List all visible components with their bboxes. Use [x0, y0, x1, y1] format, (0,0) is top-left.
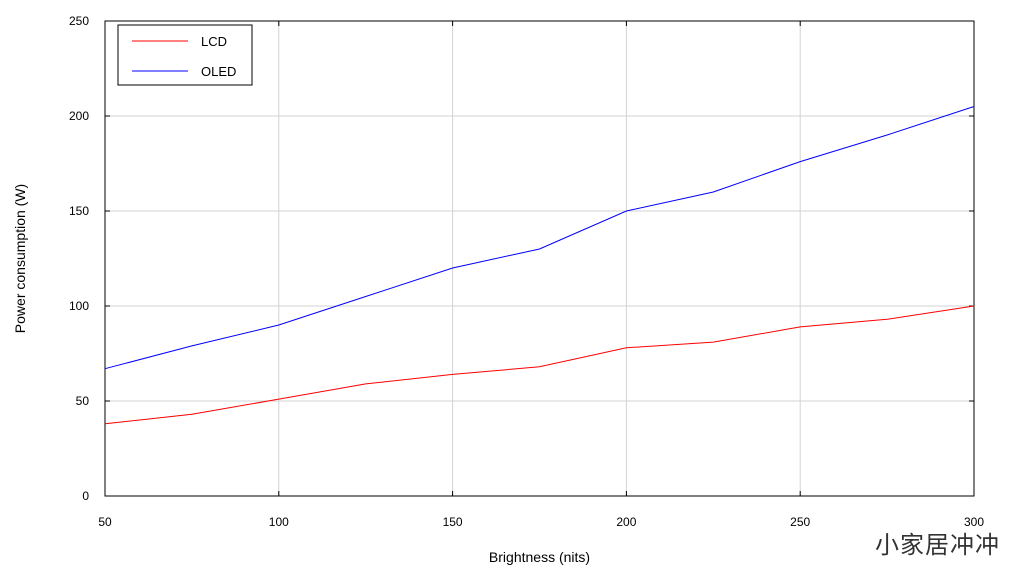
x-axis-label: Brightness (nits)	[489, 549, 590, 565]
y-tick-label: 0	[82, 489, 89, 503]
x-tick-label: 50	[98, 515, 112, 529]
series-layer	[104, 106, 975, 425]
y-axis-label: Power consumption (W)	[12, 184, 28, 333]
y-tick-label: 150	[69, 204, 89, 218]
legend-box	[117, 24, 253, 86]
y-tick-label: 100	[69, 299, 89, 313]
y-tick-label: 50	[76, 394, 90, 408]
plot-area	[104, 20, 975, 497]
x-tick-label: 300	[964, 515, 984, 529]
grid-lines	[105, 21, 974, 496]
axis-ticks: 50 100 150 200 250 300 0 50 100 150 200 250	[69, 14, 984, 529]
x-tick-label: 200	[616, 515, 636, 529]
watermark: 小家居冲冲	[875, 531, 1000, 559]
legend-label-oled: OLED	[201, 64, 236, 79]
series-line-oled	[104, 106, 975, 370]
x-tick-label: 150	[443, 515, 463, 529]
x-tick-label: 250	[790, 515, 810, 529]
legend: LCD OLED	[117, 24, 253, 86]
x-tick-label: 100	[269, 515, 289, 529]
series-line-lcd	[104, 305, 975, 425]
legend-label-lcd: LCD	[201, 34, 227, 49]
y-tick-label: 200	[69, 109, 89, 123]
y-tick-label: 250	[69, 14, 89, 28]
